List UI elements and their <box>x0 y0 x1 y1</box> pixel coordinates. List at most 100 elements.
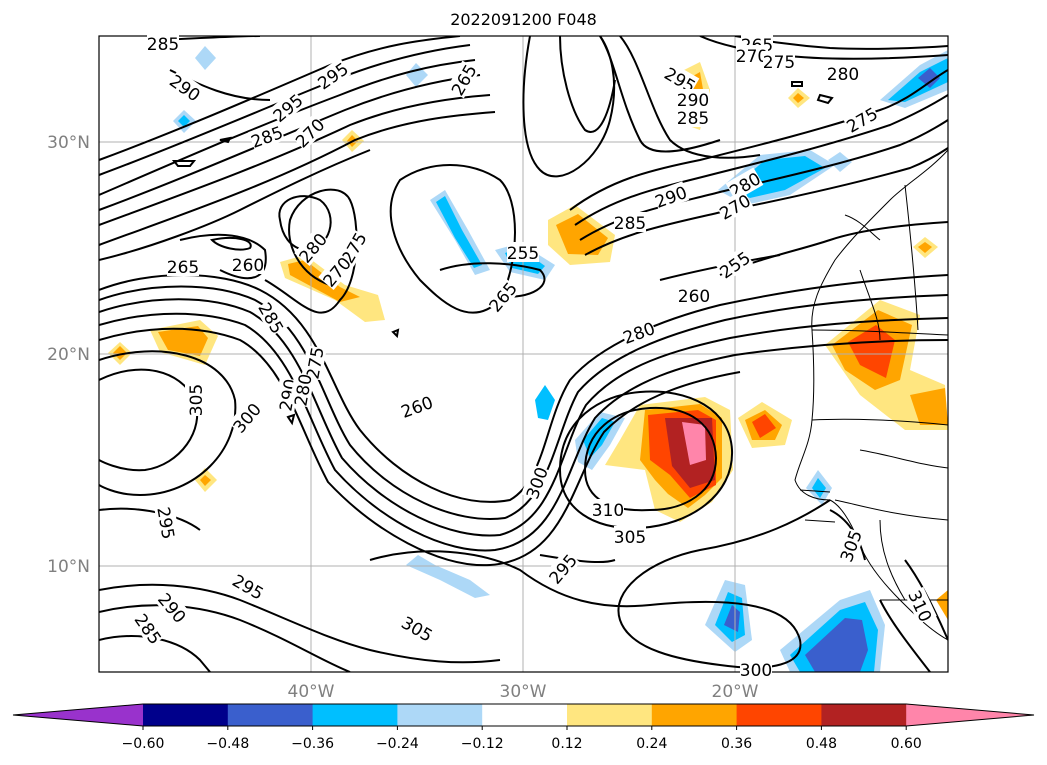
contour-label-bg <box>715 246 754 282</box>
contour-label: 305 <box>397 611 437 647</box>
colorbar-segment <box>227 704 314 726</box>
map-frame <box>98 35 949 673</box>
contour-label: 275 <box>842 102 882 138</box>
colorbar-tick-label: 0.12 <box>551 736 582 752</box>
contour-label-bg <box>740 659 772 679</box>
colorbar: −0.60 −0.48 −0.36 −0.24 −0.12 0.12 0.24 0.36 0.4… <box>12 703 1035 752</box>
contour-label: 295 <box>228 569 268 605</box>
contour-label: 265 <box>484 277 522 317</box>
contour-label-bg <box>318 252 355 291</box>
contour-label-text: 285 <box>147 35 179 55</box>
contour-label: 285 <box>248 121 286 153</box>
contour-label-text: 295 <box>152 505 177 540</box>
contour-label-text: 310 <box>903 587 935 625</box>
contour-label: 305 <box>835 527 867 565</box>
lon-axis: 40°W 30°W 20°W <box>288 682 759 702</box>
warm-shade <box>158 326 208 356</box>
contour-label: 260 <box>232 254 264 276</box>
colorbar-extend-high <box>906 704 1034 726</box>
colorbar-segment <box>821 704 907 726</box>
contour-label-bg <box>677 107 709 127</box>
colorbar-tick-label: 0.24 <box>636 736 667 752</box>
contour-label-bg <box>268 89 307 126</box>
cool-shade <box>812 478 826 498</box>
contour-label-text: 305 <box>614 528 646 548</box>
contour-label: 290 <box>153 588 191 628</box>
contour-label-bg <box>131 609 167 648</box>
contour-label-bg <box>398 611 437 645</box>
contour-label-bg <box>677 89 709 109</box>
contour-label-bg <box>842 102 881 136</box>
lat-label-30n: 30°N <box>47 133 90 153</box>
contour-label-text: 300 <box>740 661 772 681</box>
contour-label-bg <box>255 298 289 337</box>
cool-shade <box>436 196 482 268</box>
contour-label: 260 <box>678 285 710 307</box>
contour-label-text: 270 <box>292 115 329 152</box>
contour-label-bg <box>398 391 436 421</box>
colorbar-tick-label: −0.60 <box>122 736 165 752</box>
contour-label-bg <box>736 45 768 65</box>
contour-label: 265 <box>446 60 482 100</box>
cool-shade <box>918 68 940 88</box>
colorbar-segment <box>397 704 483 726</box>
contour-label: 305 <box>614 526 646 548</box>
map-plot-area <box>99 36 948 672</box>
contour-label-bg <box>827 63 859 83</box>
contour-label-bg <box>835 527 865 565</box>
colorbar-segment <box>651 704 738 726</box>
warm-shade <box>936 590 948 620</box>
colorbar-segment <box>312 704 398 726</box>
contour-label: 275 <box>763 51 795 73</box>
warm-shade <box>752 414 776 438</box>
contour-label: 295 <box>313 57 353 94</box>
contour-label-bg <box>166 69 205 105</box>
warm-shade <box>682 422 706 465</box>
contour-label: 280 <box>289 372 317 408</box>
cool-shade <box>805 618 868 672</box>
contour-label-bg <box>248 121 286 151</box>
contour-label: 295 <box>544 549 582 589</box>
contour-label-text: 280 <box>827 65 859 85</box>
cool-shade <box>178 115 190 127</box>
contour-label-bg <box>544 549 581 588</box>
coastline <box>794 149 948 641</box>
cool-shade <box>888 58 948 102</box>
colorbar-tick-label: 0.36 <box>721 736 752 752</box>
contour-label-bg <box>167 256 199 276</box>
contour-label: 265 <box>167 256 199 278</box>
contour-label: 305 <box>185 384 207 416</box>
contour-label-bg <box>336 228 370 267</box>
contour-label-bg <box>763 51 795 71</box>
contour-label-text: 285 <box>677 109 709 129</box>
contour-label-text: 260 <box>399 393 436 423</box>
contour-label: 310 <box>592 499 624 521</box>
contour-label-bg <box>678 285 710 305</box>
colorbar-tick-label: −0.12 <box>461 736 504 752</box>
contour-lines <box>99 36 948 672</box>
contour-label-bg <box>301 345 327 381</box>
contour-label-text: 305 <box>187 384 207 416</box>
contour-label: 300 <box>740 659 772 681</box>
contour-label-bg <box>614 526 646 546</box>
contour-label-bg <box>229 569 268 603</box>
contour-label-bg <box>507 242 539 262</box>
contour-label-text: 280 <box>291 372 316 407</box>
warm-shade <box>113 346 127 360</box>
contour-label-bg <box>620 317 658 347</box>
contour-label-text: 270 <box>736 47 768 67</box>
lon-label-30w: 30°W <box>500 682 547 702</box>
colorbar-extend-low <box>13 704 143 726</box>
contour-label-text: 265 <box>167 258 199 278</box>
contour-label-bg <box>290 113 328 151</box>
warm-shade <box>918 242 932 253</box>
contour-label: 260 <box>398 391 436 423</box>
contour-label-bg <box>521 464 551 502</box>
warm-shade <box>910 388 948 425</box>
colorbar-segment <box>482 704 568 726</box>
contour-label: 285 <box>147 33 179 55</box>
contour-label: 270 <box>736 45 768 67</box>
warm-shade <box>556 214 608 255</box>
contour-label-text: 295 <box>315 59 353 94</box>
